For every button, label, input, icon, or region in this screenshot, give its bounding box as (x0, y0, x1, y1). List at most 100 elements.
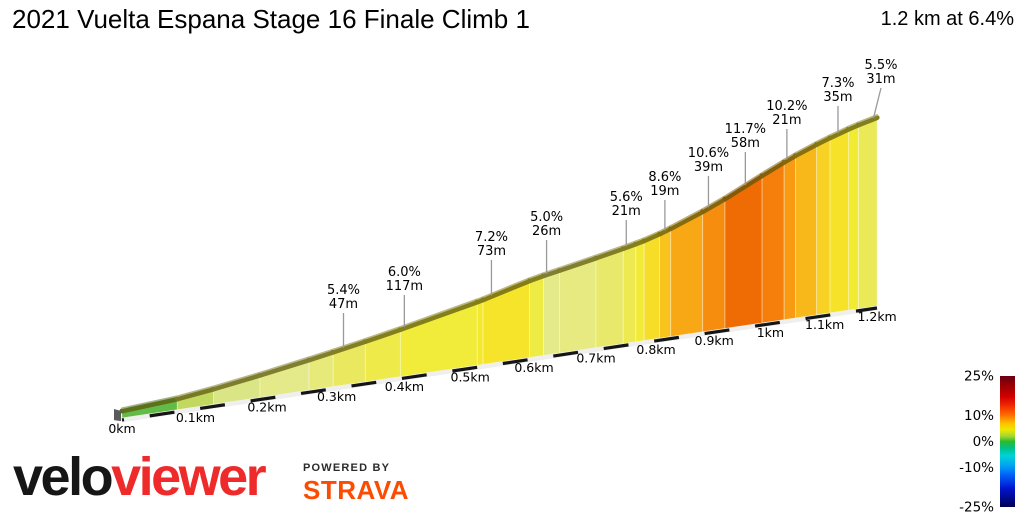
road-edge-segment (855, 115, 880, 128)
road-edge-segment (397, 299, 480, 333)
road-edge-highlight (528, 272, 545, 279)
road-edge-segment (700, 196, 728, 215)
climb-summary: 1.2 km at 6.4% (880, 8, 1014, 30)
veloviewer-logo-viewer: viewer (111, 447, 267, 507)
gradient-stripe (543, 271, 561, 356)
veloviewer-logo[interactable]: velo viewer (13, 447, 267, 507)
x-axis-label: 0.3km (317, 389, 356, 404)
gradient-stripe (724, 176, 763, 330)
gradient-stripe (702, 200, 726, 333)
road-edge-segment (362, 327, 403, 345)
gradient-stripe (635, 242, 645, 343)
gradient-stripe (622, 245, 637, 345)
x-axis-label: 0.7km (576, 351, 615, 366)
segment-label: 11.7% 58m (725, 122, 766, 151)
road-edge-highlight (476, 296, 484, 300)
road-edge-segment (211, 372, 263, 392)
x-axis-label: 1km (757, 325, 784, 340)
baseline-band (121, 305, 878, 423)
x-axis-label: 1.2km (857, 309, 896, 324)
segment-label: 10.2% 21m (766, 99, 807, 128)
road-edge-highlight (783, 151, 797, 161)
road-edge-highlight (701, 195, 726, 210)
page-title: 2021 Vuelta Espana Stage 16 Finale Climb… (12, 4, 530, 34)
road-edge-highlight (595, 244, 625, 257)
segment-label: 7.2% 73m (475, 230, 508, 259)
segment-label: 5.6% 21m (610, 190, 643, 219)
x-axis-label: 0.5km (451, 369, 490, 384)
road-edge-highlight (643, 230, 661, 239)
road-edge-segment (827, 126, 852, 141)
gradient-stripe (795, 145, 818, 319)
road-edge-segment (330, 339, 368, 355)
gradient-stripes (121, 119, 878, 419)
road-edge-segment (641, 231, 663, 244)
road-edge-highlight (399, 298, 479, 328)
gradient-stripe (529, 277, 544, 358)
road-edge-highlight (176, 385, 215, 398)
x-axis-label: 0.2km (247, 399, 286, 414)
legend-tick-label: 25% (964, 369, 994, 385)
segment-label: 5.5% 31m (864, 58, 897, 87)
segment-label: 10.6% 39m (688, 146, 729, 175)
road-edge-highlight (121, 395, 179, 410)
road-edge-segment (593, 246, 626, 261)
gradient-stripe (559, 259, 597, 354)
gradient-stripe (659, 229, 672, 339)
gradient-legend: 25% 10% 0% -10% -25% (959, 369, 1015, 512)
road-edge-highlight (558, 254, 597, 269)
veloviewer-logo-velo: velo (13, 447, 114, 507)
road-edge-highlight (212, 371, 261, 388)
label-leader-line (872, 87, 882, 119)
road-edge-segment (540, 267, 563, 279)
gradient-stripe (848, 126, 859, 311)
road-edge-segment (722, 173, 765, 202)
segment-label: 8.6% 19m (648, 170, 681, 199)
segment-label: 5.4% 47m (327, 283, 360, 312)
road-edge-highlight (669, 208, 704, 227)
road-edge-highlight (259, 356, 310, 374)
road-edge-highlight (794, 140, 818, 154)
road-edge-segment (759, 159, 787, 179)
road-edge-highlight (622, 240, 637, 247)
legend-color-bar (1000, 376, 1015, 507)
road-edge-segment (668, 209, 706, 232)
gradient-stripe (643, 235, 660, 341)
x-axis-label: 0.8km (636, 342, 675, 357)
road-edge-highlight (308, 348, 335, 358)
x-axis-labels: 0km 0.1km 0.2km 0.3km 0.4km 0.5km 0.6km 0.7km 0.… (108, 309, 896, 436)
legend-tick-label: 10% (964, 408, 994, 424)
road-edge-segment (793, 141, 820, 159)
gradient-stripe (829, 130, 849, 314)
gradient-stripe (476, 301, 484, 366)
x-axis-label: 0.4km (385, 379, 424, 394)
road-edge-segment (480, 278, 533, 303)
road-edge-highlight (847, 121, 860, 128)
segment-label: 6.0% 117m (386, 265, 423, 294)
segment-labels: 5.4% 47m 6.0% 117m 7.2% 73m 5.0% 26m 5.6% 21m8.6%… (327, 58, 898, 348)
gradient-stripe (783, 156, 797, 321)
powered-by-label: POWERED BY (303, 462, 391, 474)
segment-label: 5.0% 26m (530, 210, 563, 239)
x-axis-label: 0km (108, 421, 135, 436)
road-edge-segment (174, 386, 217, 402)
segment-label: 7.3% 35m (821, 76, 854, 105)
road-baseline (121, 305, 878, 423)
road-edge-highlight (635, 237, 645, 242)
road-edge-highlight (364, 325, 402, 340)
road-edge-highlight (829, 125, 850, 136)
road-edge-highlight (332, 337, 367, 351)
strava-wordmark: STRAVA (303, 475, 410, 505)
legend-tick-label: -25% (959, 500, 994, 512)
gradient-stripe (858, 119, 878, 310)
strava-logo[interactable]: POWERED BY STRAVA (303, 462, 409, 506)
gradient-stripe (816, 139, 831, 316)
road-edge-highlight (815, 134, 831, 143)
road-edge-segment (257, 357, 312, 378)
profile-start-cap (114, 409, 121, 422)
x-axis-label: 0.6km (514, 360, 553, 375)
road-edge-highlight (761, 158, 785, 174)
x-axis-label: 0.9km (695, 333, 734, 348)
